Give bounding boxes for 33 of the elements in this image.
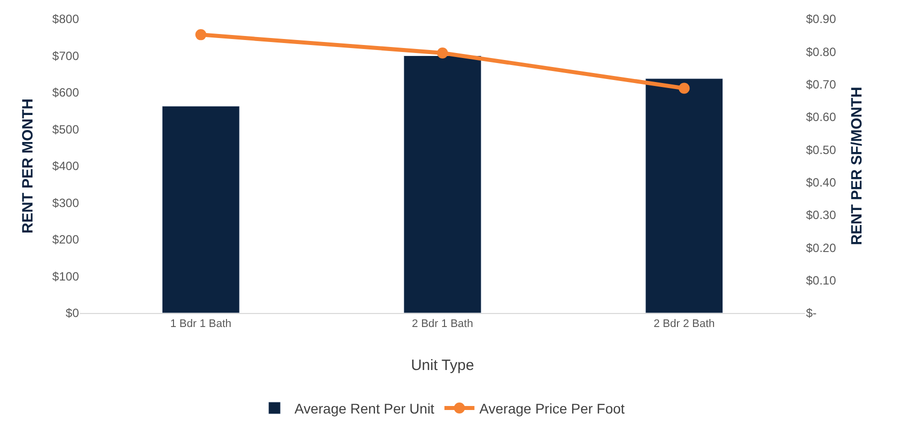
y2-tick-label: $0.20 bbox=[806, 240, 836, 255]
y-tick-label: $400 bbox=[52, 159, 80, 174]
y-tick-label: $0 bbox=[66, 306, 80, 320]
x-tick-label: 2 Bdr 1 Bath bbox=[412, 318, 474, 330]
y2-axis-title: RENT PER SF/MONTH bbox=[848, 86, 866, 246]
y-tick-label: $200 bbox=[52, 232, 80, 247]
bar bbox=[404, 56, 482, 313]
y2-tick-label: $0.50 bbox=[806, 142, 836, 157]
y2-tick-label: $0.40 bbox=[806, 176, 836, 190]
legend-label: Average Price Per Foot bbox=[479, 400, 625, 416]
point bbox=[195, 29, 206, 40]
y-tick-label: $800 bbox=[52, 12, 80, 26]
point bbox=[678, 82, 690, 94]
y-axis-title: RENT PER MONTH bbox=[20, 98, 37, 234]
bar bbox=[645, 78, 724, 313]
x-tick-label: 1 Bdr 1 Bath bbox=[170, 318, 232, 330]
bar bbox=[162, 106, 240, 313]
point bbox=[437, 47, 448, 58]
x-tick-label: 2 Bdr 2 Bath bbox=[654, 318, 715, 330]
y2-tick-label: $0.10 bbox=[806, 274, 836, 288]
y2-tick-label: $0.80 bbox=[806, 44, 836, 59]
y2-tick-label: $0.70 bbox=[806, 78, 836, 92]
y2-tick-label: $0.90 bbox=[806, 12, 836, 26]
y-tick-label: $600 bbox=[52, 86, 80, 100]
y2-tick-label: $0.60 bbox=[806, 110, 836, 124]
y2-tick-label: $- bbox=[806, 306, 817, 320]
y-tick-label: $500 bbox=[52, 122, 80, 136]
y-tick-label: $100 bbox=[52, 269, 80, 284]
legend-label: Average Rent Per Unit bbox=[294, 400, 434, 416]
y2-tick-label: $0.30 bbox=[806, 208, 836, 222]
y-tick-label: $300 bbox=[52, 196, 80, 210]
x-axis-title: Unit Type bbox=[410, 357, 474, 374]
y-tick-label: $700 bbox=[52, 48, 80, 63]
